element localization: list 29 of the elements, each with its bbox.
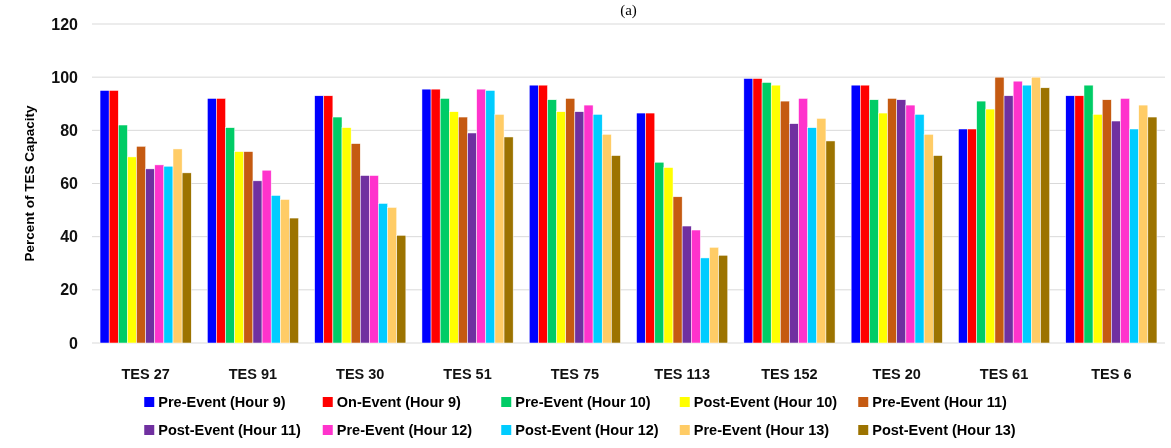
legend-label: On-Event (Hour 9) xyxy=(336,394,461,410)
y-tick-label: 60 xyxy=(60,175,79,193)
x-tick-label: TES 30 xyxy=(336,366,385,382)
legend-label: Pre-Event (Hour 10) xyxy=(515,394,651,410)
legend-label: Pre-Event (Hour 9) xyxy=(158,394,286,410)
y-axis-title: Percent of TES Capacity xyxy=(22,104,37,262)
legend-label: Post-Event (Hour 11) xyxy=(158,422,302,438)
x-tick-label: TES 27 xyxy=(121,366,170,382)
y-tick-label: 120 xyxy=(51,15,79,33)
x-tick-label: TES 75 xyxy=(550,366,600,382)
y-tick-label: 80 xyxy=(60,121,79,139)
x-tick-label: TES 61 xyxy=(979,366,1029,382)
y-tick-label: 0 xyxy=(69,334,79,352)
legend-label: Post-Event (Hour 12) xyxy=(515,422,659,438)
y-tick-label: 40 xyxy=(60,228,79,246)
legend-label: Post-Event (Hour 13) xyxy=(872,422,1016,438)
legend-label: Pre-Event (Hour 12) xyxy=(336,422,473,438)
y-tick-label: 100 xyxy=(51,68,79,86)
y-tick-label: 20 xyxy=(60,281,79,299)
legend-label: Pre-Event (Hour 13) xyxy=(693,422,830,438)
x-tick-label: TES 113 xyxy=(654,366,710,382)
x-tick-label: TES 91 xyxy=(228,366,278,382)
x-tick-label: TES 51 xyxy=(443,366,492,382)
chart-title: (a) xyxy=(620,2,637,19)
legend-label: Pre-Event (Hour 11) xyxy=(872,394,1007,410)
x-tick-label: TES 20 xyxy=(872,366,921,382)
x-tick-label: TES 152 xyxy=(761,366,818,382)
legend-label: Post-Event (Hour 10) xyxy=(693,394,838,410)
x-tick-label: TES 6 xyxy=(1091,366,1132,382)
